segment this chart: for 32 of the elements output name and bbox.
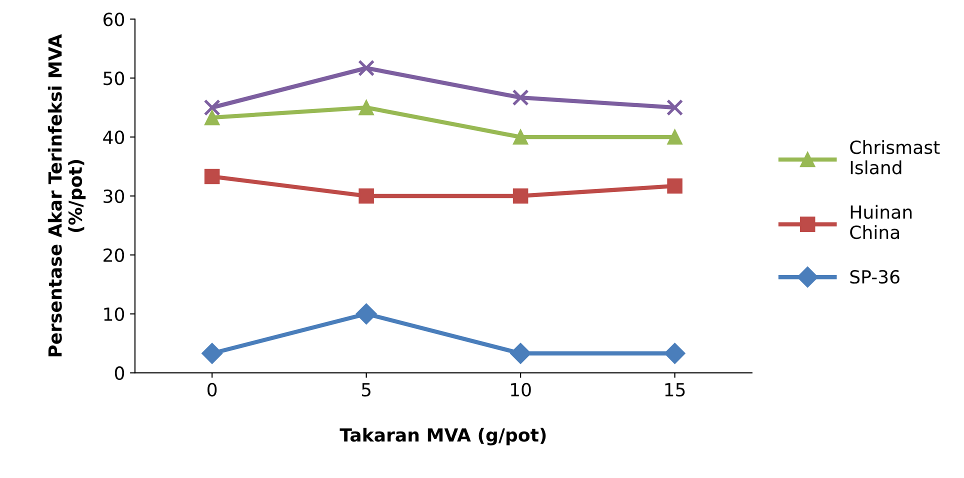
point xyxy=(356,303,377,324)
point xyxy=(204,99,220,116)
point xyxy=(667,178,682,194)
x-tick-label: 15 xyxy=(665,383,685,397)
y-tick-label: 10 xyxy=(104,307,124,322)
point xyxy=(204,168,220,184)
point xyxy=(667,129,682,145)
point xyxy=(512,89,529,106)
y-tick-label: 50 xyxy=(104,72,124,86)
y-tick-label: 0 xyxy=(114,366,124,380)
point xyxy=(512,188,528,204)
point xyxy=(204,110,220,126)
point xyxy=(358,60,375,76)
x-axis-title: Takaran MVA (g/pot) xyxy=(340,428,546,446)
point xyxy=(358,188,374,204)
y-tick-label: 40 xyxy=(103,130,124,144)
point xyxy=(512,129,528,145)
x-tick-label: 10 xyxy=(511,382,531,397)
legend-label: Chrismast Island xyxy=(850,140,940,174)
legend-label: SP-36 xyxy=(850,270,900,284)
y-axis-title: Persentase Akar Terinfeksi MVA (%/pot) xyxy=(48,34,86,356)
point xyxy=(666,99,684,116)
point xyxy=(358,100,374,116)
legend-label: Huinan China xyxy=(850,204,912,240)
point xyxy=(664,342,686,364)
y-tick-label: 60 xyxy=(104,12,124,26)
x-tick-label: 0 xyxy=(208,382,217,397)
point xyxy=(202,342,223,364)
point xyxy=(510,342,532,364)
y-tick-label: 30 xyxy=(104,189,124,204)
y-tick-label: 20 xyxy=(104,248,124,262)
x-tick-label: 5 xyxy=(362,383,370,397)
